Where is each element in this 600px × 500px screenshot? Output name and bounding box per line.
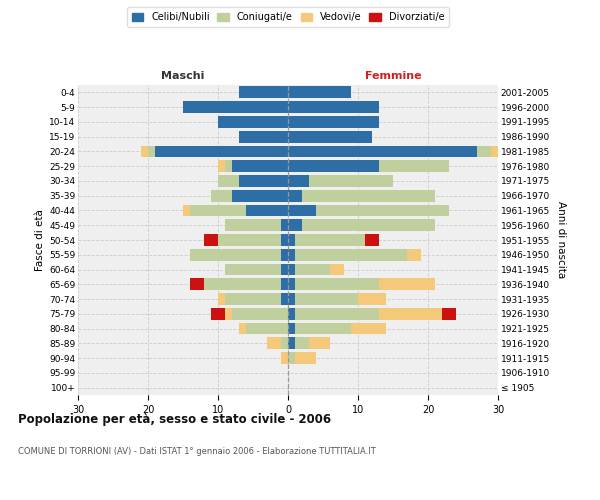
Bar xyxy=(225,293,281,305)
Bar xyxy=(183,204,190,216)
Bar xyxy=(295,278,379,290)
Bar xyxy=(204,278,281,290)
Bar xyxy=(225,264,281,276)
Bar xyxy=(288,264,295,276)
Bar xyxy=(148,146,155,158)
Bar xyxy=(218,160,225,172)
Bar xyxy=(281,249,288,260)
Bar xyxy=(281,220,288,231)
Bar xyxy=(358,293,386,305)
Bar xyxy=(190,278,204,290)
Bar xyxy=(309,175,393,187)
Bar xyxy=(239,175,288,187)
Y-axis label: Anni di nascita: Anni di nascita xyxy=(556,202,566,278)
Bar xyxy=(477,146,491,158)
Bar xyxy=(239,131,288,142)
Bar xyxy=(246,322,288,334)
Bar xyxy=(288,293,295,305)
Bar xyxy=(288,204,316,216)
Bar xyxy=(288,160,379,172)
Bar xyxy=(190,249,281,260)
Bar xyxy=(218,175,239,187)
Bar xyxy=(246,204,288,216)
Text: COMUNE DI TORRIONI (AV) - Dati ISTAT 1° gennaio 2006 - Elaborazione TUTTITALIA.I: COMUNE DI TORRIONI (AV) - Dati ISTAT 1° … xyxy=(18,448,376,456)
Text: Popolazione per età, sesso e stato civile - 2006: Popolazione per età, sesso e stato civil… xyxy=(18,412,331,426)
Bar xyxy=(302,190,435,202)
Bar xyxy=(309,338,330,349)
Bar xyxy=(288,249,295,260)
Bar xyxy=(281,293,288,305)
Bar xyxy=(288,86,351,99)
Bar xyxy=(288,308,295,320)
Bar xyxy=(295,322,351,334)
Bar xyxy=(295,352,316,364)
Bar xyxy=(407,249,421,260)
Bar xyxy=(225,160,232,172)
Bar xyxy=(281,338,288,349)
Bar xyxy=(183,101,288,113)
Bar xyxy=(288,352,295,364)
Text: Maschi: Maschi xyxy=(161,71,205,81)
Bar xyxy=(155,146,288,158)
Bar xyxy=(379,160,449,172)
Bar xyxy=(239,322,246,334)
Bar xyxy=(232,308,288,320)
Bar xyxy=(288,278,295,290)
Bar xyxy=(288,146,477,158)
Bar xyxy=(295,338,309,349)
Bar xyxy=(281,278,288,290)
Bar xyxy=(288,175,309,187)
Bar xyxy=(442,308,456,320)
Bar xyxy=(295,264,330,276)
Bar xyxy=(281,264,288,276)
Bar xyxy=(232,160,288,172)
Bar xyxy=(295,308,379,320)
Text: Femmine: Femmine xyxy=(365,71,421,81)
Bar xyxy=(218,234,281,246)
Bar xyxy=(288,190,302,202)
Bar xyxy=(239,86,288,99)
Bar xyxy=(211,190,232,202)
Bar xyxy=(330,264,344,276)
Bar xyxy=(288,338,295,349)
Bar xyxy=(225,308,232,320)
Bar xyxy=(288,322,295,334)
Bar xyxy=(379,308,442,320)
Bar xyxy=(281,352,288,364)
Bar xyxy=(218,116,288,128)
Bar xyxy=(316,204,449,216)
Bar xyxy=(295,249,407,260)
Bar xyxy=(225,220,281,231)
Y-axis label: Fasce di età: Fasce di età xyxy=(35,209,45,271)
Bar xyxy=(288,234,295,246)
Bar xyxy=(288,131,372,142)
Bar xyxy=(288,101,379,113)
Bar xyxy=(288,116,379,128)
Bar xyxy=(204,234,218,246)
Bar xyxy=(267,338,281,349)
Bar xyxy=(365,234,379,246)
Bar xyxy=(295,293,358,305)
Legend: Celibi/Nubili, Coniugati/e, Vedovi/e, Divorziati/e: Celibi/Nubili, Coniugati/e, Vedovi/e, Di… xyxy=(127,8,449,27)
Bar xyxy=(281,234,288,246)
Bar xyxy=(302,220,435,231)
Bar xyxy=(295,234,365,246)
Bar xyxy=(351,322,386,334)
Bar xyxy=(491,146,498,158)
Bar xyxy=(141,146,148,158)
Bar xyxy=(379,278,435,290)
Bar xyxy=(211,308,225,320)
Bar xyxy=(218,293,225,305)
Bar xyxy=(232,190,288,202)
Bar xyxy=(190,204,246,216)
Bar xyxy=(288,220,302,231)
